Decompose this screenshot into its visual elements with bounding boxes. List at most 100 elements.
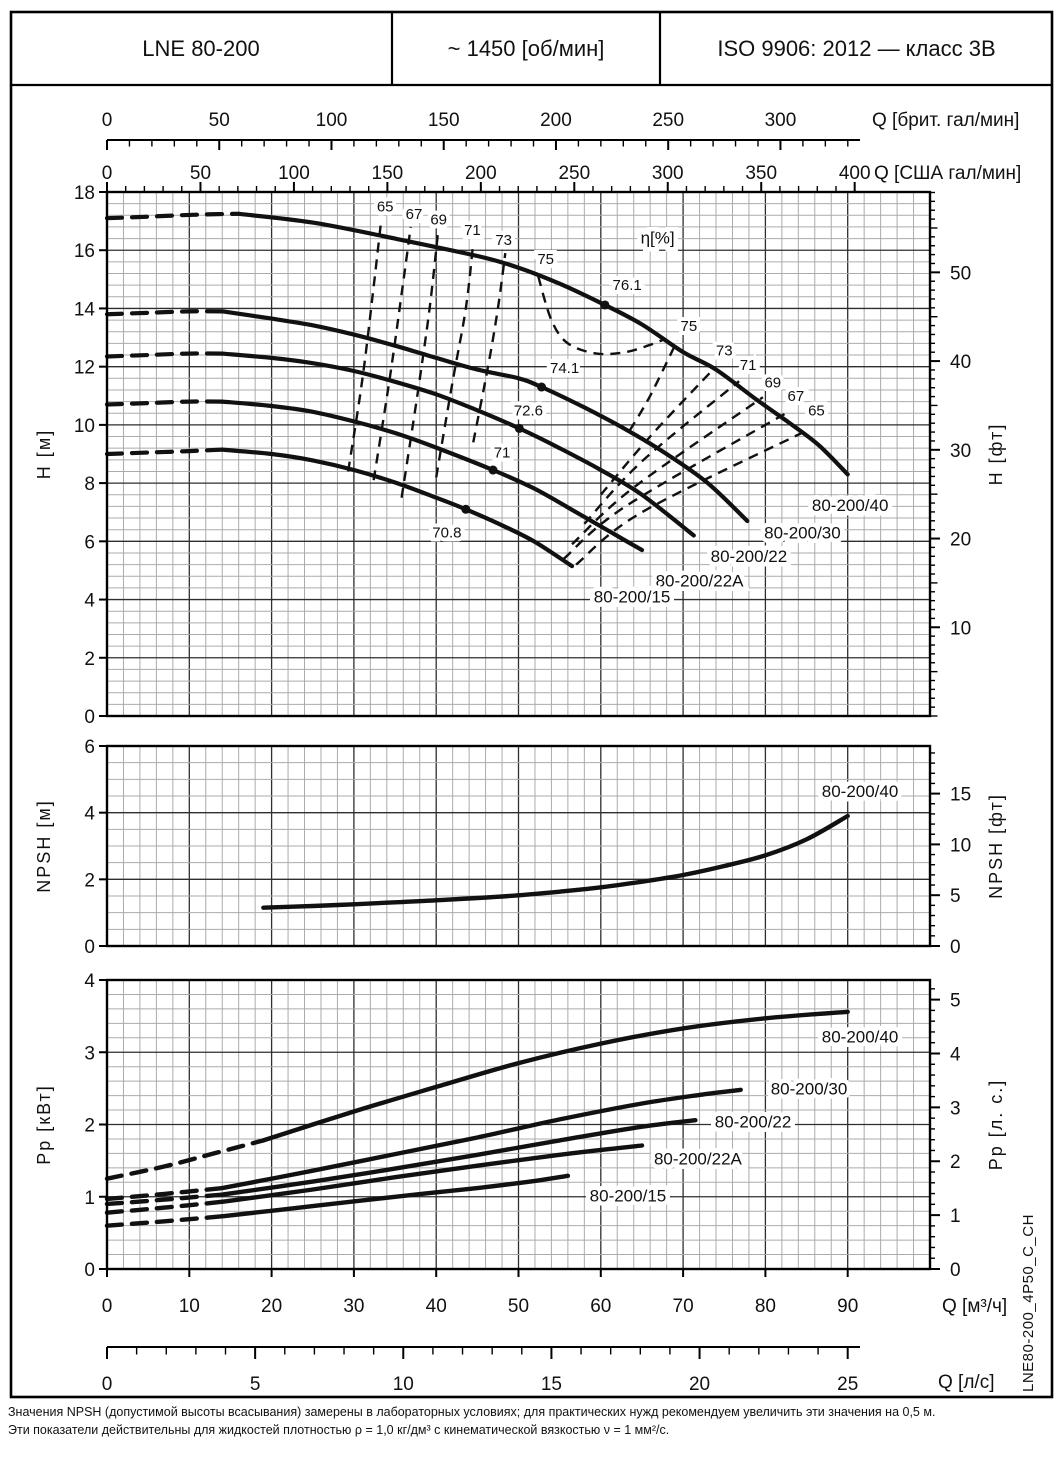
eta-curve-value-label: 75 [537, 251, 554, 268]
ls-tick-label: 15 [541, 1374, 562, 1395]
eta-curve-value-label: 73 [495, 232, 512, 249]
curve-name-label: 80-200/22A [656, 572, 745, 591]
pump-curve-80-200-22: 72.6 80-200/22 [104, 351, 792, 570]
eta-curve-65 [346, 220, 383, 472]
head-right-axis: 10 20 30 40 50 H [фт] [930, 191, 1006, 717]
header-model: LNE 80-200 [142, 35, 260, 61]
pump-curve-80-200-40: 80-200/40 [104, 1009, 903, 1181]
eta-curve-73 [599, 367, 716, 496]
curve-name-label: 80-200/30 [771, 1079, 848, 1098]
power-right-axis: 0 1 2 3 4 5 Pp [л. с.] [930, 988, 1006, 1281]
y-axis-tick-label: 2 [84, 649, 95, 670]
imp-gpm-tick-label: 0 [102, 110, 113, 131]
y-axis-tick-label: 2 [84, 870, 95, 891]
y-axis-title-left: H [м] [34, 429, 54, 479]
y-axis-tick-label: 0 [84, 707, 95, 728]
pump-curve-80-200-22A: 80-200/22A [104, 1143, 747, 1215]
right-axis-tick-label: 5 [950, 886, 961, 907]
top-flow-axes: 0 50 100 150 200 250 300 Q [брит. гал/мин] 0 50 10… [102, 110, 1021, 192]
curve-name-label: 80-200/30 [764, 524, 841, 543]
right-axis-tick-label: 0 [950, 1260, 961, 1281]
us-gpm-tick-label: 150 [372, 163, 404, 184]
best-efficiency-value-label: 76.1 [613, 277, 642, 294]
us-gpm-tick-label: 100 [278, 163, 310, 184]
eta-curve-75 [537, 276, 666, 356]
imp-gpm-tick-label: 150 [428, 110, 460, 131]
footer-note-density: Эти показатели действительны для жидкост… [8, 1423, 670, 1437]
eta-curve-value-label: 75 [681, 318, 698, 335]
y-axis-tick-label: 6 [84, 737, 95, 758]
us-gpm-tick-label: 200 [465, 163, 497, 184]
y-axis-tick-label: 3 [84, 1043, 95, 1064]
curve-solid-segment [261, 813, 850, 910]
y-axis-title-left: Pp [кВт] [34, 1084, 54, 1165]
curve-solid-segment [220, 1173, 571, 1219]
imp-gpm-tick-label: 50 [209, 110, 230, 131]
m3h-tick-label: 30 [343, 1296, 364, 1317]
right-axis-tick-label: 1 [950, 1206, 961, 1227]
y-axis-tick-label: 6 [84, 532, 95, 553]
y-axis-tick-label: 8 [84, 474, 95, 495]
us-gpm-tick-label: 300 [652, 163, 684, 184]
right-axis-tick-label: 3 [950, 1098, 961, 1119]
m3h-axis-unit: Q [м³/ч] [942, 1296, 1007, 1317]
pump-curve-80-200-30: 74.1 80-200/30 [104, 309, 845, 547]
eta-curve-value-label: 67 [788, 388, 805, 405]
m3h-tick-label: 80 [755, 1296, 776, 1317]
header-standard: ISO 9906: 2012 — класс 3В [717, 35, 996, 61]
y-axis-tick-label: 16 [74, 241, 95, 262]
eta-curve-67 [372, 226, 412, 481]
y-axis-tick-label: 18 [74, 183, 95, 204]
curve-name-label: 80-200/40 [822, 782, 899, 801]
right-axis-tick-label: 2 [950, 1152, 961, 1173]
eta-curve-value-label: 65 [808, 402, 825, 419]
pump-curve-80-200-22: 80-200/22 [104, 1108, 796, 1207]
y-axis-tick-label: 2 [84, 1116, 95, 1137]
right-axis-tick-label: 5 [950, 991, 961, 1012]
pump-curve-80-200-15: 80-200/15 [104, 1173, 671, 1228]
npsh-plot-border [105, 744, 932, 948]
curve-name-label: 80-200/22A [654, 1149, 743, 1168]
us-gpm-tick-label: 0 [102, 163, 113, 184]
right-axis-tick-label: 4 [950, 1044, 961, 1065]
eta-curve-value-label: 65 [377, 199, 394, 216]
imp-gpm-tick-label: 200 [540, 110, 572, 131]
imp-gpm-tick-label: 250 [652, 110, 684, 131]
y-axis-title-right: H [фт] [986, 423, 1006, 486]
curve-name-label: 80-200/40 [822, 1027, 899, 1046]
m3h-tick-label: 0 [102, 1296, 113, 1317]
right-axis-tick-label: 50 [950, 263, 971, 284]
eta-curve-value-label: 71 [464, 222, 481, 239]
us-gpm-tick-label: 50 [190, 163, 211, 184]
curve-dashed-segment [104, 1185, 225, 1202]
m3h-tick-label: 90 [837, 1296, 858, 1317]
ls-tick-label: 5 [250, 1374, 261, 1395]
head-grid [106, 191, 931, 717]
eta-curve-71 [583, 380, 740, 525]
curve-dashed-segment [104, 309, 225, 317]
power-left-axis: 0 1 2 3 4 Pp [кВт] [34, 971, 107, 1281]
pump-curve-80-200-22A: 71 80-200/22A [104, 399, 749, 595]
eta-curve-65 [575, 429, 808, 566]
right-axis-tick-label: 20 [950, 530, 971, 551]
us-gpm-tick-label: 250 [558, 163, 590, 184]
imp-gpm-tick-label: 100 [316, 110, 348, 131]
ls-tick-label: 0 [102, 1374, 113, 1395]
curve-dashed-segment [104, 1192, 225, 1207]
eta-curve-73 [472, 252, 507, 443]
eta-curve-value-label: 73 [716, 343, 733, 360]
eta-curve-69 [571, 396, 764, 546]
best-efficiency-value-label: 70.8 [432, 525, 461, 542]
m3h-tick-label: 40 [426, 1296, 447, 1317]
pump-curve-80-200-40: 76.1 80-200/40 [104, 211, 893, 519]
y-axis-tick-label: 10 [74, 416, 95, 437]
imp-gpm-axis-unit: Q [брит. гал/мин] [872, 110, 1019, 131]
head-chart: 65 67 69717375757371696765η[%]76.180-200/4… [34, 183, 1006, 728]
npsh-chart: 80-200/40 0 2 4 6 NPSH [м] 0 5 10 15 NPSH [фт] [34, 737, 1006, 958]
outer-border [9, 10, 1054, 1399]
npsh-right-axis: 0 5 10 15 NPSH [фт] [930, 752, 1006, 958]
power-chart: 80-200/40 80-200/30 80-200/22 80-200/22A 80-… [34, 971, 1006, 1281]
y-axis-tick-label: 14 [74, 299, 96, 320]
ls-axis-unit: Q [л/с] [938, 1372, 994, 1393]
curve-solid-segment [220, 399, 645, 553]
